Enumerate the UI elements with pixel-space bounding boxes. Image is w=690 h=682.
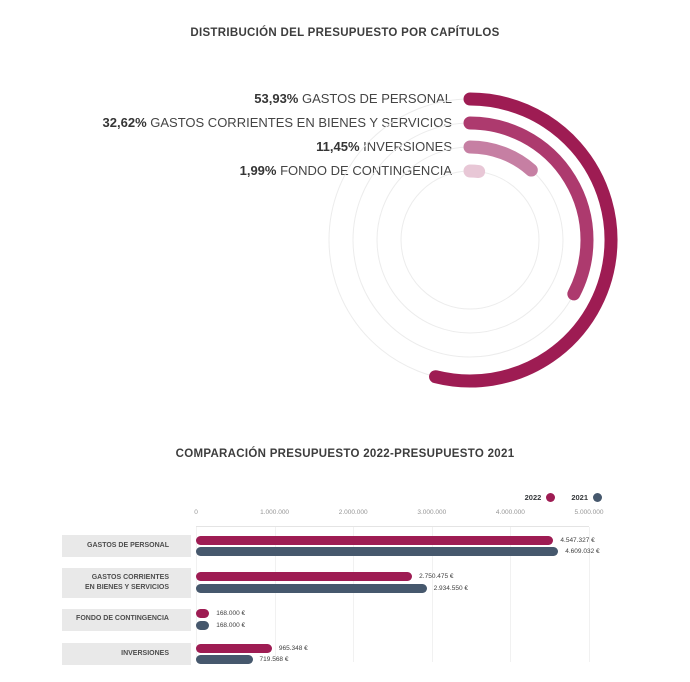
bar-value-label: 4.547.327 € [560,536,595,544]
bar-2021 [196,547,559,556]
donut-arc-1 [429,92,618,388]
gridline [431,527,433,662]
category-label: INVERSIONES [62,643,191,666]
bar-2022 [196,572,413,582]
donut-ring-label: 32,62% GASTOS CORRIENTES EN BIENES Y SER… [102,115,452,130]
donut-ring-label: 11,45% INVERSIONES [316,139,452,154]
chart-legend: 2022 2021 [525,493,602,502]
gridline [274,527,276,662]
legend-item-2022[interactable]: 2022 [525,493,556,502]
bar-value-label: 965.348 € [278,644,308,652]
donut-ring-label: 53,93% GASTOS DE PERSONAL [254,91,452,106]
bar-2021 [196,655,253,665]
legend-label-2021: 2021 [571,493,588,502]
gridline [353,527,355,662]
bar-2022 [196,609,210,619]
bar-row: INVERSIONES 965.348 € 719.568 € [62,641,628,667]
axis-tick-label: 1.000.000 [260,509,290,516]
axis-tick-label: 4.000.000 [495,509,525,516]
bar-chart-title: COMPARACIÓN PRESUPUESTO 2022-PRESUPUESTO… [175,448,515,460]
bar-2022 [196,643,272,653]
legend-dot-2021 [593,493,602,502]
bar-value-label: 2.934.550 € [433,584,468,592]
bar-value-label: 2.750.475 € [419,573,454,581]
bar-row: GASTOS DE PERSONAL 4.547.327 € 4.609.032 € [62,533,628,559]
gridline [589,527,590,662]
radial-bar-chart [328,92,618,388]
bar-value-label: 168.000 € [216,621,246,629]
axis-tick-label: 2.000.000 [338,509,368,516]
category-label: GASTOS DE PERSONAL [62,534,191,557]
legend-dot-2022 [546,493,556,502]
bar-row: FONDO DE CONTINGENCIA 168.000 € 168.000 € [62,607,628,633]
bar-row: GASTOS CORRIENTES EN BIENES Y SERVICIOS 2… [62,567,628,598]
category-label: GASTOS CORRIENTES EN BIENES Y SERVICIOS [62,567,191,598]
donut-arc-3 [463,140,538,177]
category-label: FONDO DE CONTINGENCIA [62,608,191,631]
gridline [510,527,512,662]
donut-ring-label: 1,99% FONDO DE CONTINGENCIA [239,163,452,178]
gridline [196,527,197,662]
donut-arc-4 [463,164,486,179]
gridlines [196,526,590,662]
legend-label-2022: 2022 [524,493,542,502]
bar-2022 [196,535,554,545]
donut-chart-title: DISTRIBUCIÓN DEL PRESUPUESTO POR CAPÍTUL… [190,27,500,39]
bar-value-label: 168.000 € [216,610,246,618]
bar-value-label: 719.568 € [259,656,289,664]
bar-value-label: 4.609.032 € [565,548,600,555]
axis-tick-label: 5.000.000 [574,509,604,516]
bar-2021 [196,583,427,593]
axis-tick-label: 0 [194,509,198,516]
x-axis-ticks: 0 1.000.000 2.000.000 3.000.000 4.000.000 5.0… [194,509,603,519]
donut-arc-2 [463,116,594,301]
bar-2021 [196,620,210,630]
axis-tick-label: 3.000.000 [417,509,447,516]
bar-rows: GASTOS DE PERSONAL 4.547.327 € 4.609.032 €… [62,533,628,676]
legend-item-2021[interactable]: 2021 [571,493,602,502]
donut-track [400,170,540,310]
